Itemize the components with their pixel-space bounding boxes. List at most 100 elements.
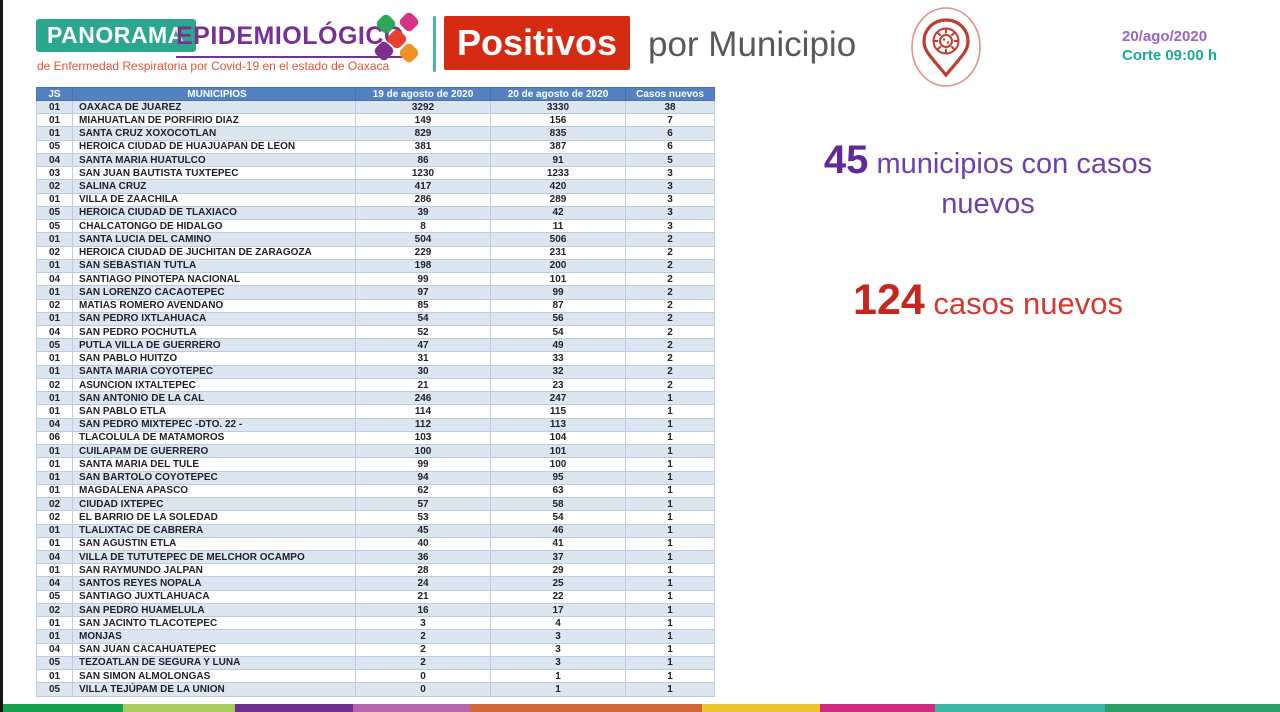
aug20-cell: 247: [490, 391, 626, 406]
stat-new-cases: 124 casos nuevos: [818, 276, 1158, 325]
aug20-cell: 17: [490, 602, 626, 618]
aug19-cell: 100: [355, 444, 491, 459]
column-header: 19 de agosto de 2020: [355, 87, 491, 101]
aug19-cell: 53: [355, 510, 491, 525]
municipio-cell: SAN RAYMUNDO JALPAN: [72, 563, 356, 578]
table-row: 04 SANTIAGO PINOTEPA NACIONAL 99 101 2: [36, 272, 715, 287]
aug19-cell: 21: [355, 377, 491, 393]
aug19-cell: 2: [355, 642, 491, 657]
js-cell: 01: [36, 470, 73, 485]
municipio-cell: MATIAS ROMERO AVENDAÑO: [72, 298, 356, 313]
aug19-cell: 114: [355, 404, 491, 419]
aug19-cell: 0: [355, 669, 491, 684]
table-row: 01 SAN ANTONIO DE LA CAL 246 247 1: [36, 391, 715, 406]
municipio-cell: HEROICA CIUDAD DE JUCHITAN DE ZARAGOZA: [72, 245, 356, 260]
aug19-cell: 21: [355, 589, 491, 604]
municipio-cell: CIUDAD IXTEPEC: [72, 497, 356, 512]
table-row: 01 MAGDALENA APASCO 62 63 1: [36, 483, 715, 499]
footer-stripe: [0, 704, 1280, 712]
aug19-cell: 417: [355, 179, 491, 194]
table-row: 01 SAN LORENZO CACAOTEPEC 97 99 2: [36, 285, 715, 300]
municipio-cell: SAN ANTONIO DE LA CAL: [72, 391, 356, 406]
municipio-cell: SANTA LUCIA DEL CAMINO: [72, 232, 356, 247]
municipio-cell: TLACOLULA DE MATAMOROS: [72, 430, 356, 446]
aug19-cell: 99: [355, 272, 491, 287]
js-cell: 01: [36, 616, 73, 631]
aug20-cell: 54: [490, 324, 626, 340]
js-cell: 01: [36, 404, 73, 419]
aug19-cell: 246: [355, 391, 491, 406]
brand-name: EPIDEMIOLÓGICO: [176, 22, 404, 58]
js-cell: 05: [36, 205, 73, 221]
new-cases-cell: 1: [625, 404, 715, 419]
js-cell: 02: [36, 510, 73, 525]
new-cases-cell: 1: [625, 457, 715, 472]
js-cell: 01: [36, 457, 73, 472]
new-cases-cell: 1: [625, 642, 715, 657]
stat-municipalities: 45 municipios con casos nuevos: [818, 140, 1158, 224]
municipio-cell: SAN PEDRO HUAMELULA: [72, 602, 356, 618]
aug19-cell: 8: [355, 219, 491, 234]
new-cases-cell: 5: [625, 152, 715, 168]
aug20-cell: 1: [490, 682, 626, 697]
js-cell: 01: [36, 126, 73, 141]
aug19-cell: 47: [355, 338, 491, 353]
new-cases-cell: 1: [625, 629, 715, 644]
js-cell: 01: [36, 669, 73, 684]
aug20-cell: 3330: [490, 99, 626, 115]
aug19-cell: 30: [355, 364, 491, 379]
table-row: 01 CUILAPAM DE GUERRERO 100 101 1: [36, 444, 715, 459]
municipio-cell: SAN BARTOLO COYOTEPEC: [72, 470, 356, 485]
js-cell: 04: [36, 272, 73, 287]
table-row: 05 VILLA TEJÚPAM DE LA UNION 0 1 1: [36, 682, 715, 697]
new-cases-cell: 1: [625, 655, 715, 671]
date-block: 20/ago/2020 Corte 09:00 h: [1122, 27, 1217, 65]
aug20-cell: 506: [490, 232, 626, 247]
header-divider: [433, 16, 436, 72]
table-row: 05 CHALCATONGO DE HIDALGO 8 11 3: [36, 219, 715, 234]
municipio-cell: VILLA DE TUTUTEPEC DE MELCHOR OCAMPO: [72, 549, 356, 565]
municipio-cell: SANTOS REYES NOPALA: [72, 576, 356, 591]
table-row: 01 VILLA DE ZAACHILA 286 289 3: [36, 192, 715, 207]
aug19-cell: 31: [355, 351, 491, 366]
new-cases-cell: 1: [625, 483, 715, 499]
aug20-cell: 289: [490, 192, 626, 207]
municipio-cell: SANTA CRUZ XOXOCOTLAN: [72, 126, 356, 141]
municipio-cell: TEZOATLAN DE SEGURA Y LUNA: [72, 655, 356, 671]
js-cell: 01: [36, 232, 73, 247]
aug20-cell: 22: [490, 589, 626, 604]
aug20-cell: 91: [490, 152, 626, 168]
aug19-cell: 57: [355, 497, 491, 512]
aug19-cell: 198: [355, 258, 491, 274]
aug19-cell: 112: [355, 417, 491, 432]
column-header: JS: [36, 87, 73, 101]
table-header-row: JS MUNICIPIOS 19 de agosto de 2020 20 de ag…: [36, 87, 715, 101]
js-cell: 04: [36, 576, 73, 591]
aug20-cell: 95: [490, 470, 626, 485]
new-cases-count: 124: [853, 276, 925, 324]
municipio-cell: TLALIXTAC DE CABRERA: [72, 523, 356, 538]
municipio-cell: SALINA CRUZ: [72, 179, 356, 194]
municipios-table: JS MUNICIPIOS 19 de agosto de 2020 20 de ag…: [36, 87, 715, 697]
new-cases-cell: 1: [625, 523, 715, 538]
js-cell: 02: [36, 377, 73, 393]
stripe-segment: [935, 704, 1105, 712]
new-cases-cell: 1: [625, 602, 715, 618]
table-row: 01 OAXACA DE JUAREZ 3292 3330 38: [36, 99, 715, 115]
aug20-cell: 420: [490, 179, 626, 194]
aug19-cell: 45: [355, 523, 491, 538]
table-row: 01 SAN SIMON ALMOLONGAS 0 1 1: [36, 669, 715, 684]
stats-panel: 45 municipios con casos nuevos 124 casos…: [818, 140, 1158, 325]
aug19-cell: 28: [355, 563, 491, 578]
js-cell: 05: [36, 589, 73, 604]
municipio-cell: SAN PEDRO IXTLAHUACA: [72, 311, 356, 326]
js-cell: 01: [36, 258, 73, 274]
table-row: 01 SAN PABLO HUITZO 31 33 2: [36, 351, 715, 366]
table-row: 02 HEROICA CIUDAD DE JUCHITAN DE ZARAGOZA…: [36, 245, 715, 260]
table-row: 05 HEROICA CIUDAD DE HUAJUAPAN DE LEON 381…: [36, 139, 715, 154]
js-cell: 01: [36, 351, 73, 366]
new-cases-cell: 1: [625, 510, 715, 525]
aug20-cell: 42: [490, 205, 626, 221]
js-cell: 01: [36, 192, 73, 207]
